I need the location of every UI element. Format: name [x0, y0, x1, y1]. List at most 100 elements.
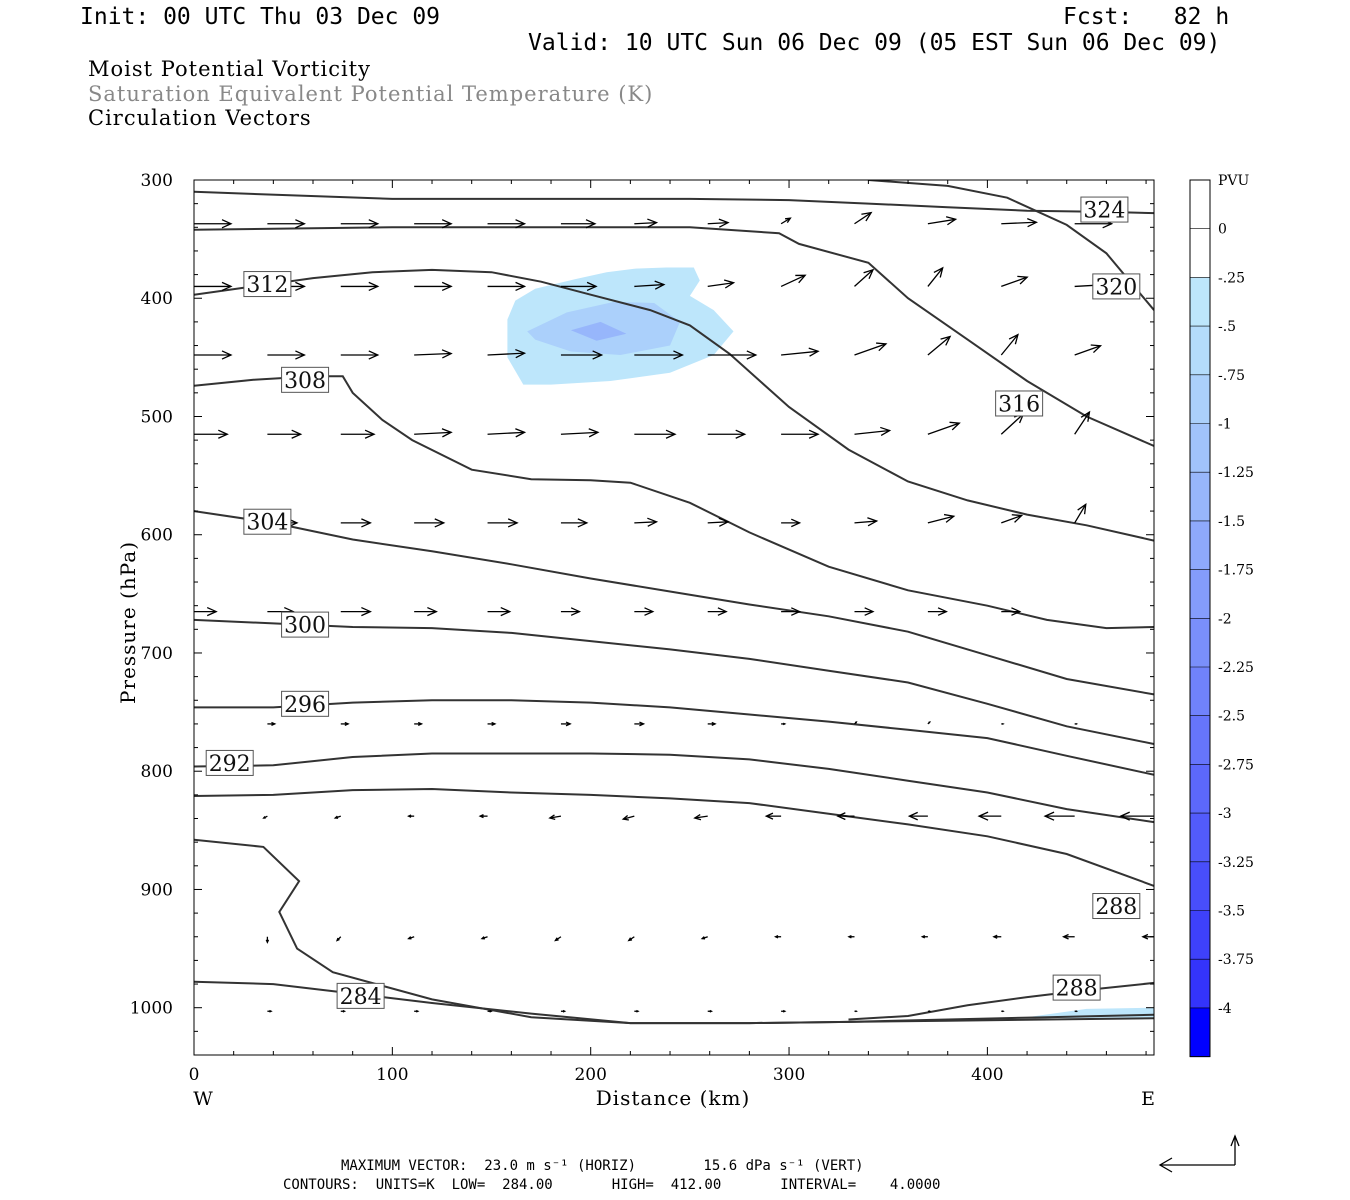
colorbar-swatch: [1190, 959, 1210, 1009]
circulation-vector: [920, 935, 928, 939]
max-vector-note: MAXIMUM VECTOR: 23.0 m s⁻¹ (HORIZ) 15.6 …: [341, 1158, 864, 1174]
circulation-vector: [854, 211, 873, 225]
colorbar-level-label: -.25: [1218, 270, 1245, 286]
circulation-vector: [335, 936, 342, 942]
contour-line-292-8: [194, 752, 1154, 824]
y-tick-label: 300: [141, 171, 173, 191]
circulation-vector: [414, 1009, 420, 1013]
circulation-vector: [548, 814, 562, 821]
colorbar-swatch: [1190, 861, 1210, 911]
circulation-vector: [634, 218, 659, 228]
circulation-vector: [781, 429, 820, 439]
circulation-vector: [340, 721, 350, 727]
circulation-vector: [487, 219, 527, 229]
contour-line-288-9: [194, 787, 1154, 887]
circulation-vector: [854, 342, 888, 356]
contour-note: CONTOURS: UNITS=K LOW= 284.00 HIGH= 412.…: [283, 1177, 941, 1193]
circulation-vector: [781, 607, 802, 616]
circulation-vector: [487, 518, 519, 528]
colorbar-swatch: [1190, 423, 1210, 473]
circulation-vector: [634, 607, 655, 616]
circulation-vector: [340, 350, 380, 360]
circulation-vector: [927, 421, 961, 435]
circulation-vector: [1074, 503, 1087, 524]
circulation-vector: [1001, 217, 1039, 228]
x-tick-label: 400: [971, 1065, 1003, 1085]
circulation-vector: [333, 815, 341, 819]
circulation-vector: [487, 281, 527, 292]
y-axis-label: Pressure (hPa): [116, 541, 140, 704]
contour-label-296: 296: [284, 693, 326, 718]
contour-label-312: 312: [246, 273, 288, 298]
circulation-vector: [414, 349, 453, 359]
circulation-vector: [414, 219, 453, 229]
x-axis-label: Distance (km): [596, 1086, 751, 1110]
colorbar-level-label: -2: [1218, 611, 1232, 627]
circulation-vector: [487, 721, 497, 727]
circulation-vector: [700, 936, 708, 940]
circulation-vector: [992, 934, 1002, 939]
circulation-vector: [487, 1009, 493, 1013]
colorbar-swatch: [1190, 569, 1210, 619]
circulation-vector: [1001, 275, 1029, 288]
circulation-vector: [265, 936, 270, 944]
circulation-vector: [478, 814, 488, 819]
y-tick-label: 700: [141, 644, 173, 664]
colorbar-level-label: -2.25: [1218, 660, 1254, 676]
circulation-vector: [707, 218, 730, 228]
colorbar-swatch: [1190, 277, 1210, 327]
circulation-vector: [780, 217, 792, 225]
colorbar-level-label: -.5: [1218, 319, 1236, 335]
west-label: W: [193, 1088, 213, 1110]
colorbar-swatch: [1190, 910, 1210, 960]
circulation-vector: [1074, 722, 1079, 725]
circulation-vector: [854, 1010, 858, 1013]
x-tick-label: 200: [574, 1065, 606, 1085]
mpv-area-2: [570, 321, 627, 341]
y-tick-label: 400: [141, 289, 173, 309]
circulation-vector: [1061, 933, 1075, 940]
circulation-vector: [487, 428, 527, 438]
circulation-vector: [487, 606, 512, 617]
colorbar-swatch: [1190, 813, 1210, 863]
contour-label-box-9: [1092, 893, 1141, 920]
contour-label-box-4: [281, 366, 330, 393]
contour-label-304: 304: [246, 511, 288, 536]
contour-line-308-4: [194, 375, 1154, 630]
circulation-vector: [707, 279, 736, 289]
colorbar-level-label: -1: [1218, 417, 1232, 433]
title-theta-es: Saturation Equivalent Potential Temperat…: [88, 82, 654, 106]
colorbar-swatch: [1190, 618, 1210, 668]
circulation-vector: [907, 811, 928, 821]
contour-label-292: 292: [209, 752, 251, 777]
y-tick-label: 600: [141, 526, 173, 546]
circulation-vector: [1074, 410, 1091, 435]
circulation-vector: [854, 517, 879, 527]
circulation-vector: [764, 812, 782, 820]
y-tick-label: 900: [141, 880, 173, 900]
contour-label-320: 320: [1095, 275, 1137, 300]
circulation-vector: [194, 281, 233, 292]
circulation-vector: [414, 518, 446, 528]
circulation-vector: [927, 1010, 932, 1013]
contour-label-box-6: [281, 611, 330, 638]
circulation-vector: [1001, 607, 1022, 616]
circulation-vector: [560, 281, 598, 292]
x-tick-label: 100: [376, 1065, 408, 1085]
circulation-vector: [194, 429, 229, 439]
contour-label-box-5: [243, 508, 292, 535]
contour-label-300: 300: [284, 614, 326, 639]
circulation-vector: [836, 812, 855, 821]
circulation-vector: [1001, 1010, 1005, 1013]
contour-line-324-0: [194, 190, 1154, 215]
colorbar-swatch: [1190, 326, 1210, 376]
circulation-vector: [707, 517, 730, 527]
circulation-vector: [634, 721, 646, 727]
x-tick-label: 300: [773, 1065, 805, 1085]
circulation-vector: [560, 607, 582, 616]
contour-label-box-10: [1052, 974, 1101, 1001]
east-label: E: [1141, 1088, 1155, 1110]
contour-label-box-7: [281, 690, 330, 717]
circulation-vector: [1074, 1010, 1079, 1013]
circulation-vector: [634, 517, 659, 527]
